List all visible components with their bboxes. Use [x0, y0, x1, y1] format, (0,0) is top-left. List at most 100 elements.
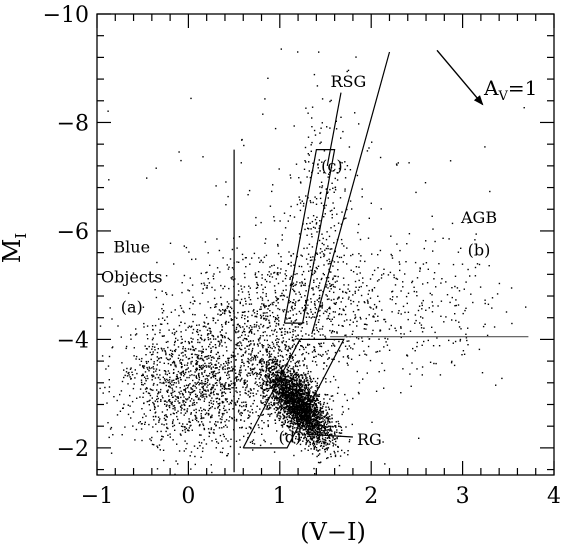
data-point — [301, 335, 304, 337]
data-point — [266, 348, 268, 350]
data-point — [344, 393, 346, 396]
data-point — [312, 215, 315, 217]
data-point — [315, 406, 317, 408]
data-point — [265, 254, 268, 257]
data-point — [283, 373, 285, 375]
data-point — [192, 346, 194, 348]
data-point — [300, 323, 303, 325]
data-point — [242, 304, 244, 307]
data-point — [154, 400, 156, 402]
data-point — [222, 395, 224, 397]
data-point — [326, 457, 328, 460]
data-point — [251, 328, 253, 331]
data-point — [192, 365, 194, 367]
data-point — [294, 379, 296, 381]
data-point — [206, 396, 208, 398]
data-point — [246, 374, 248, 376]
data-point — [222, 354, 224, 357]
data-point — [315, 410, 317, 413]
data-point — [171, 381, 173, 383]
data-point — [296, 417, 299, 419]
data-point — [284, 378, 286, 380]
data-point — [133, 347, 135, 349]
data-point — [304, 412, 306, 414]
data-point — [309, 375, 311, 377]
data-point — [267, 315, 269, 318]
data-point — [315, 421, 317, 424]
data-point — [224, 387, 226, 390]
data-point — [278, 350, 280, 352]
data-point — [369, 306, 371, 308]
data-point — [191, 398, 193, 400]
data-point — [313, 430, 315, 432]
data-point — [186, 368, 188, 370]
data-point — [336, 332, 338, 334]
data-point — [285, 341, 287, 343]
data-point — [310, 437, 312, 439]
data-point — [196, 402, 198, 404]
data-point — [193, 445, 196, 447]
data-point — [268, 406, 271, 408]
data-point — [173, 379, 175, 381]
data-point — [211, 471, 213, 474]
data-point — [268, 381, 271, 383]
data-point — [214, 364, 216, 366]
data-point — [145, 387, 148, 389]
data-point — [319, 418, 321, 420]
data-point — [316, 416, 318, 418]
data-point — [301, 390, 304, 393]
data-point — [204, 369, 206, 372]
data-point — [283, 399, 285, 402]
data-point — [181, 407, 183, 409]
data-point — [239, 404, 241, 407]
data-point — [205, 412, 208, 414]
data-point — [245, 266, 247, 268]
data-point — [209, 392, 212, 395]
data-point — [148, 400, 150, 402]
data-point — [273, 362, 275, 364]
data-point — [253, 323, 256, 326]
data-point — [276, 407, 278, 409]
data-point — [303, 406, 306, 408]
data-point — [295, 394, 298, 397]
data-point — [274, 317, 277, 319]
data-point — [216, 401, 218, 403]
data-point — [207, 338, 210, 341]
data-point — [185, 427, 188, 430]
data-point — [328, 307, 330, 309]
data-point — [235, 420, 238, 422]
data-point — [273, 402, 275, 404]
data-point — [218, 404, 221, 407]
data-point — [141, 374, 143, 377]
data-point — [336, 80, 338, 82]
data-point — [221, 367, 224, 369]
data-point — [324, 430, 326, 432]
data-point — [196, 417, 198, 419]
data-point — [268, 356, 270, 358]
data-point — [292, 404, 294, 407]
data-point — [214, 382, 217, 384]
data-point — [162, 397, 164, 399]
data-point — [325, 286, 327, 288]
data-point — [199, 391, 201, 393]
data-point — [323, 401, 325, 404]
data-point — [217, 357, 219, 359]
data-point — [225, 321, 227, 324]
data-point — [211, 371, 213, 374]
data-point — [292, 403, 294, 406]
data-point — [249, 374, 251, 376]
data-point — [271, 397, 273, 400]
data-point — [322, 420, 324, 423]
data-point — [313, 409, 315, 412]
data-point — [301, 412, 303, 414]
data-point — [279, 415, 281, 417]
data-point — [309, 395, 311, 397]
data-point — [346, 165, 349, 167]
data-point — [261, 345, 264, 347]
data-point — [280, 369, 283, 371]
data-point — [167, 362, 170, 365]
data-point — [276, 380, 278, 382]
data-point — [232, 324, 234, 326]
data-point — [170, 354, 172, 357]
data-point — [388, 328, 391, 330]
